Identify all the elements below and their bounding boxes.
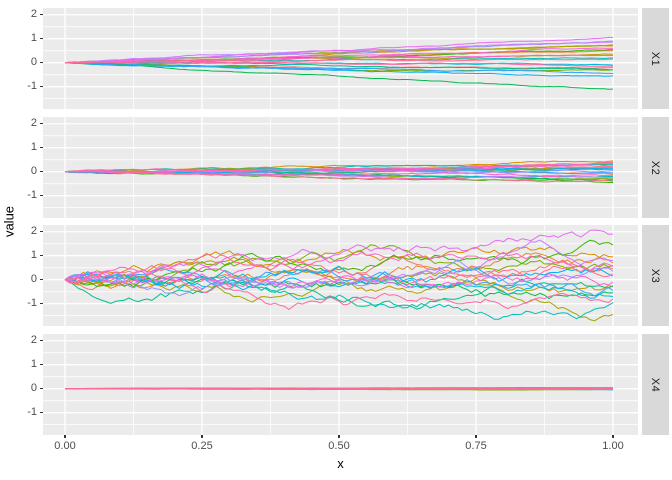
y-tick-label: 0	[30, 273, 37, 286]
x-tick-mark	[475, 435, 477, 438]
y-tick-mark	[39, 146, 43, 149]
series-line-X3-6	[64, 239, 614, 288]
series-line-X2-18	[64, 161, 614, 173]
facet-strip-X3: X3	[642, 225, 669, 326]
facet-panel-X1	[43, 8, 638, 109]
series-line-X1-15	[65, 36, 614, 64]
x-tick-label: 0.00	[54, 440, 76, 452]
y-tick-label: 0	[30, 382, 37, 395]
y-tick-label: 1	[30, 249, 37, 262]
x-tick-label: 1.00	[602, 440, 624, 452]
series-line-X1-19	[64, 58, 614, 64]
y-tick-mark	[39, 122, 43, 125]
series-line-X1-7	[64, 62, 614, 90]
y-tick-label: -1	[27, 189, 37, 202]
facet-strip-label: X2	[649, 160, 662, 175]
x-tick-label: 0.75	[465, 440, 487, 452]
facet-strip-X4: X4	[642, 334, 669, 435]
x-tick-mark	[64, 435, 66, 438]
series-line-X2-16	[64, 166, 614, 173]
y-tick-mark	[39, 194, 43, 197]
x-tick-mark	[201, 435, 203, 438]
x-tick-mark	[338, 435, 340, 438]
y-tick-mark	[39, 363, 43, 366]
facet-panel-X3	[43, 225, 638, 326]
y-tick-mark	[39, 61, 43, 64]
y-tick-mark	[39, 302, 43, 305]
facet-panel-X2	[43, 117, 638, 218]
y-tick-label: 2	[30, 8, 37, 21]
series-line-X3-10	[64, 265, 614, 299]
y-tick-label: -1	[27, 297, 37, 310]
x-tick-label: 0.25	[191, 440, 213, 452]
x-tick-label: 0.50	[328, 440, 350, 452]
y-tick-label: 1	[30, 32, 37, 45]
series-line-X1-11	[64, 62, 614, 77]
facet-strip-X1: X1	[642, 8, 669, 109]
series-line-X3-2	[64, 246, 614, 281]
series-line-X4-19	[65, 387, 613, 390]
y-tick-label: 0	[30, 56, 37, 69]
y-tick-mark	[39, 411, 43, 414]
series-line-X3-16	[64, 273, 614, 289]
y-tick-label: -1	[27, 80, 37, 93]
facet-panel-X4	[43, 334, 638, 435]
facet-strip-label: X1	[649, 51, 662, 66]
series-line-X2-2	[64, 160, 614, 173]
series-line-X3-14	[64, 239, 614, 289]
y-tick-label: 0	[30, 165, 37, 178]
series-line-X2-19	[64, 170, 614, 183]
y-tick-mark	[39, 339, 43, 342]
y-tick-mark	[39, 170, 43, 173]
y-tick-mark	[39, 13, 43, 16]
y-tick-mark	[39, 387, 43, 390]
x-axis-title: x	[337, 456, 344, 471]
y-tick-mark	[39, 278, 43, 281]
y-tick-label: -1	[27, 406, 37, 419]
series-line-X3-19	[64, 252, 614, 286]
y-tick-mark	[39, 254, 43, 257]
series-line-X2-17	[64, 169, 613, 178]
y-tick-mark	[39, 85, 43, 88]
series-line-X1-10	[64, 61, 614, 66]
x-tick-mark	[612, 435, 614, 438]
y-tick-label: 2	[30, 225, 37, 238]
y-tick-label: 2	[30, 334, 37, 347]
y-tick-label: 1	[30, 141, 37, 154]
series-line-X3-11	[64, 267, 614, 291]
series-line-X3-18	[64, 273, 614, 310]
series-line-X3-15	[64, 229, 614, 281]
series-line-X1-12	[64, 62, 614, 74]
y-tick-mark	[39, 37, 43, 40]
facet-strip-label: X4	[649, 377, 662, 392]
series-line-X3-17	[64, 251, 614, 283]
y-tick-label: 1	[30, 358, 37, 371]
y-tick-mark	[39, 230, 43, 233]
series-line-X3-8	[64, 278, 614, 310]
series-line-X1-16	[64, 47, 614, 64]
facet-strip-label: X3	[649, 268, 662, 283]
series-line-X3-3	[64, 256, 614, 294]
y-tick-label: 2	[30, 117, 37, 130]
facet-strip-X2: X2	[642, 117, 669, 218]
